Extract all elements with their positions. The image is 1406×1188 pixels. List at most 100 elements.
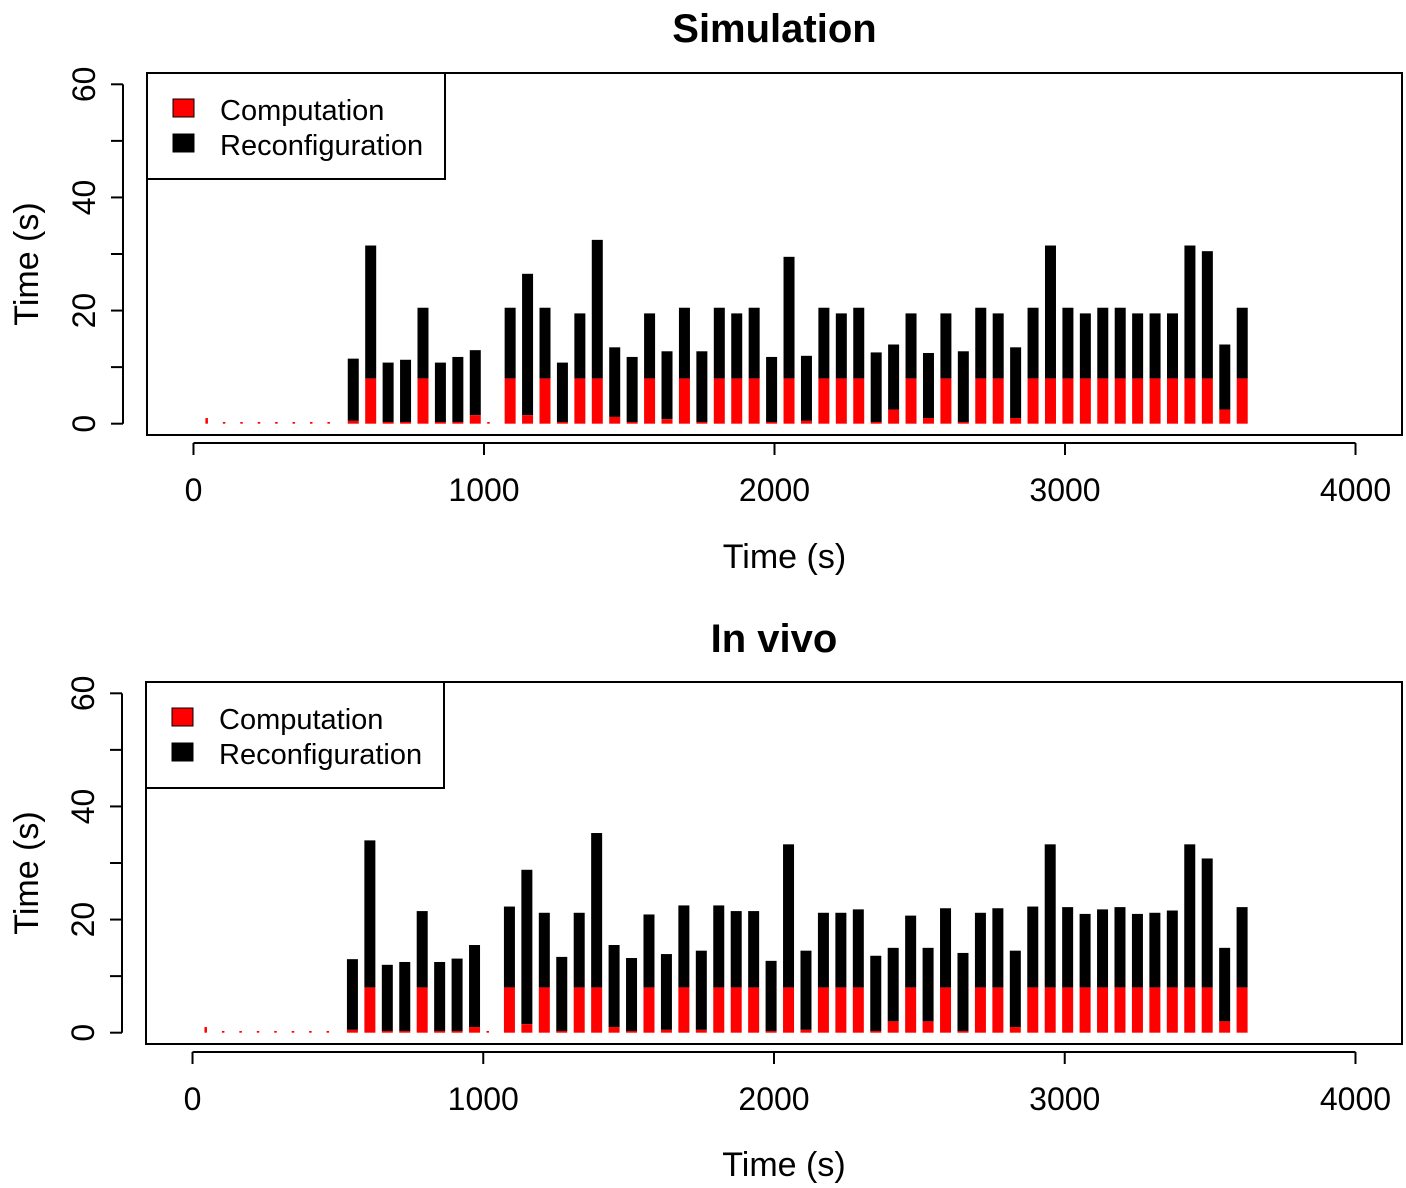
- bar-computation: [1010, 418, 1022, 424]
- bar-computation: [556, 1030, 568, 1033]
- bar-computation: [975, 378, 987, 424]
- bar-computation: [626, 1030, 638, 1033]
- bar-computation: [766, 421, 778, 424]
- y-tick-label: 40: [65, 789, 101, 825]
- bar-computation: [434, 421, 446, 424]
- bar-computation: [574, 378, 586, 424]
- bar-computation: [695, 1029, 707, 1033]
- bar-computation: [204, 1027, 207, 1033]
- bar-reconfiguration: [591, 239, 603, 379]
- bar-reconfiguration: [644, 313, 656, 379]
- bar-reconfiguration: [364, 840, 376, 988]
- bar-reconfiguration: [382, 362, 394, 422]
- x-tick-label: 4000: [1320, 1081, 1391, 1117]
- bar-computation: [870, 421, 882, 424]
- bar-reconfiguration: [940, 313, 952, 379]
- bar-computation: [1236, 378, 1248, 424]
- legend-box: [145, 681, 445, 789]
- bar-computation: [644, 378, 656, 424]
- bar-computation: [503, 987, 515, 1033]
- legend-swatch-computation: [172, 98, 195, 118]
- bar-reconfiguration: [817, 912, 829, 988]
- x-tick-label: 1000: [448, 472, 519, 508]
- legend-swatch-reconfiguration: [171, 742, 194, 762]
- bar-computation: [852, 987, 864, 1033]
- x-tick-label: 3000: [1029, 1081, 1100, 1117]
- bar-reconfiguration: [1114, 907, 1126, 988]
- bar-computation: [556, 421, 568, 424]
- bar-reconfiguration: [522, 273, 534, 416]
- bar-reconfiguration: [434, 961, 446, 1031]
- bar-computation: [1044, 987, 1056, 1033]
- bar-computation: [678, 987, 690, 1033]
- bar-computation: [1044, 378, 1056, 424]
- bar-computation: [817, 987, 829, 1033]
- bar-reconfiguration: [1201, 251, 1213, 379]
- bar-reconfiguration: [1114, 307, 1126, 379]
- bar-reconfiguration: [365, 245, 377, 379]
- bar-reconfiguration: [416, 911, 428, 988]
- chart-panel-1: Simulation 0 1000 2000 3000 4000 Time (s) 0 20 40…: [8, 7, 1403, 576]
- y-axis-label: Time (s): [8, 811, 46, 934]
- bar-computation: [609, 416, 621, 424]
- bar-reconfiguration: [1149, 313, 1161, 379]
- bar-reconfiguration: [1010, 347, 1022, 419]
- x-tick-label: 2000: [739, 472, 810, 508]
- bar-reconfiguration: [381, 964, 393, 1031]
- bar-computation: [1184, 987, 1196, 1033]
- bar-computation: [400, 421, 412, 424]
- bar-computation: [469, 1027, 481, 1033]
- bar-computation: [399, 1030, 411, 1033]
- bar-computation: [1236, 987, 1248, 1033]
- x-tick-label: 2000: [738, 1081, 809, 1117]
- bar-reconfiguration: [800, 950, 812, 1030]
- bar-computation: [240, 421, 243, 424]
- bar-computation: [239, 1030, 242, 1033]
- y-tick-label: 60: [65, 676, 101, 712]
- bar-reconfiguration: [783, 256, 795, 379]
- bar-computation: [992, 378, 1004, 424]
- bar-reconfiguration: [538, 912, 550, 988]
- bar-computation: [1062, 378, 1074, 424]
- bar-reconfiguration: [748, 307, 760, 379]
- bar-reconfiguration: [957, 351, 969, 422]
- y-axis-label: Time (s): [8, 202, 46, 325]
- bar-reconfiguration: [451, 958, 463, 1031]
- bar-computation: [1149, 987, 1161, 1033]
- bar-computation: [974, 987, 986, 1033]
- bar-computation: [1132, 378, 1144, 424]
- bar-reconfiguration: [1044, 844, 1056, 988]
- bar-reconfiguration: [835, 313, 847, 379]
- bar-computation: [487, 421, 490, 424]
- bar-reconfiguration: [922, 947, 934, 1022]
- plot-frame: [146, 72, 1403, 436]
- bar-reconfiguration: [766, 356, 778, 422]
- bar-reconfiguration: [800, 355, 812, 421]
- bar-computation: [521, 1024, 533, 1033]
- bar-computation: [818, 378, 830, 424]
- bar-computation: [346, 1029, 358, 1033]
- bar-reconfiguration: [1027, 307, 1039, 379]
- bar-reconfiguration: [1184, 844, 1196, 988]
- bar-reconfiguration: [504, 307, 516, 379]
- bar-computation: [1097, 378, 1109, 424]
- bar-computation: [416, 987, 428, 1033]
- bar-computation: [504, 378, 516, 424]
- bar-reconfiguration: [1009, 950, 1021, 1028]
- bar-computation: [800, 420, 812, 424]
- bar-reconfiguration: [1166, 313, 1178, 379]
- bar-computation: [748, 378, 760, 424]
- bar-reconfiguration: [975, 307, 987, 379]
- bar-computation: [905, 987, 917, 1033]
- bar-reconfiguration: [731, 313, 743, 379]
- bar-computation: [256, 1030, 260, 1033]
- bar-reconfiguration: [957, 952, 969, 1031]
- bar-reconfiguration: [713, 905, 725, 988]
- bar-reconfiguration: [696, 351, 708, 422]
- bar-reconfiguration: [730, 911, 742, 988]
- bar-computation: [660, 1029, 672, 1033]
- bar-reconfiguration: [626, 958, 638, 1031]
- bar-reconfiguration: [417, 307, 429, 379]
- bar-computation: [922, 418, 934, 424]
